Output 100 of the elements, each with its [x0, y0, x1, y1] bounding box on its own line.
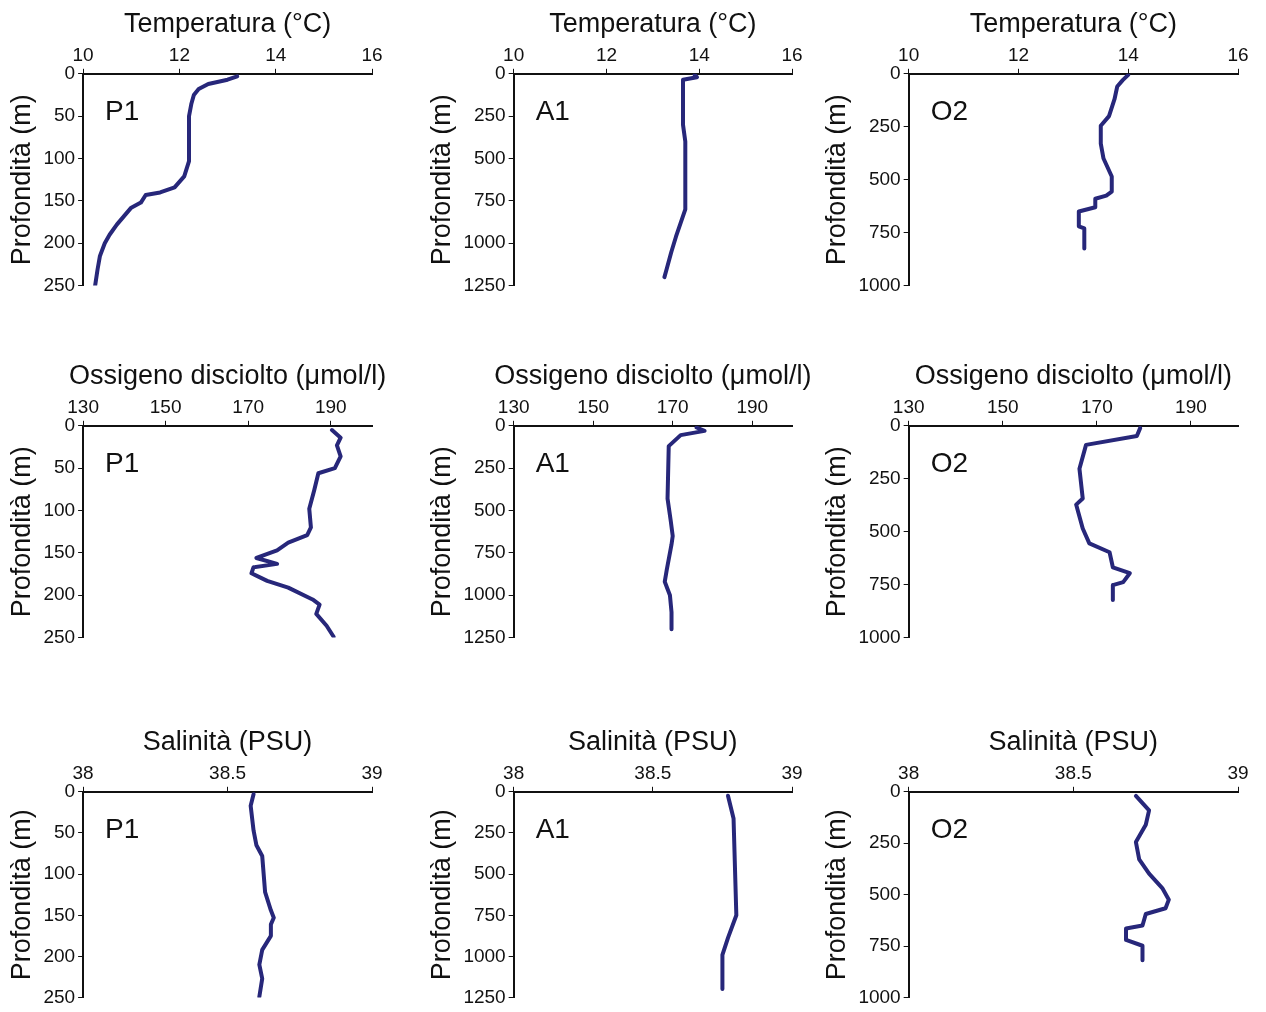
y-tick-label: 100 [43, 498, 76, 520]
y-axis-title: Profondità (m) [820, 446, 851, 618]
y-tick-label: 250 [43, 273, 76, 295]
annotation: O2 [930, 94, 969, 126]
y-tick-label: 250 [868, 831, 901, 853]
y-tick-label: 1000 [463, 944, 506, 966]
annotation: A1 [535, 446, 570, 478]
y-tick-label: 150 [43, 189, 76, 211]
y-tick-label: 250 [868, 466, 901, 488]
y-tick-label: 750 [868, 220, 901, 242]
y-tick-label: 750 [473, 541, 506, 563]
y-tick-label: 150 [43, 903, 76, 925]
x-tick-label: 16 [1227, 43, 1249, 65]
x-tick-label: 150 [986, 395, 1019, 417]
x-tick-label: 150 [149, 395, 182, 417]
chart-title: Salinità (PSU) [988, 726, 1159, 757]
x-tick-label: 38 [898, 761, 920, 783]
y-tick-label: 1000 [463, 583, 506, 605]
y-tick-label: 750 [868, 572, 901, 594]
y-axis-title: Profondità (m) [820, 809, 851, 981]
chart-title: Temperatura (°C) [123, 8, 332, 39]
x-tick-label: 190 [736, 395, 769, 417]
y-tick-label: 250 [473, 104, 506, 126]
x-tick-label: 130 [497, 395, 530, 417]
x-tick-label: 38 [72, 761, 94, 783]
y-tick-label: 1000 [463, 231, 506, 253]
y-tick-label: 500 [473, 498, 506, 520]
chart-title: Ossigeno disciolto (μmol/l) [68, 360, 387, 391]
y-axis-title: Profondità (m) [5, 809, 36, 981]
x-tick-label: 16 [781, 43, 803, 65]
x-tick-label: 16 [361, 43, 383, 65]
annotation: A1 [535, 94, 570, 126]
y-axis-title: Profondità (m) [425, 809, 456, 981]
x-tick-label: 12 [595, 43, 618, 65]
y-tick-label: 250 [473, 456, 506, 478]
x-tick-label: 14 [1117, 43, 1140, 65]
y-tick-label: 500 [473, 862, 506, 884]
x-tick-label: 170 [1081, 395, 1113, 417]
y-tick-label: 1250 [463, 625, 506, 647]
y-tick-label: 50 [53, 821, 76, 843]
x-tick-label: 14 [688, 43, 711, 65]
x-tick-label: 170 [656, 395, 689, 417]
annotation: A1 [535, 812, 570, 844]
x-tick-label: 12 [1007, 43, 1030, 65]
y-tick-label: 750 [868, 934, 901, 956]
y-tick-label: 0 [495, 414, 506, 436]
y-tick-label: 0 [890, 780, 901, 802]
x-tick-label: 39 [1227, 761, 1249, 783]
y-axis-title: Profondità (m) [425, 446, 456, 618]
y-tick-label: 100 [43, 862, 76, 884]
chart-title: Ossigeno disciolto (μmol/l) [914, 360, 1232, 391]
y-tick-label: 250 [868, 114, 901, 136]
y-tick-label: 750 [473, 903, 506, 925]
y-tick-label: 200 [43, 944, 76, 966]
y-tick-label: 200 [43, 583, 76, 605]
x-tick-label: 190 [1175, 395, 1207, 417]
y-tick-label: 0 [64, 414, 76, 436]
chart-title: Temperatura (°C) [969, 8, 1178, 39]
y-tick-label: 100 [43, 146, 76, 168]
y-tick-label: 150 [43, 541, 76, 563]
y-tick-label: 0 [890, 414, 901, 436]
y-tick-label: 0 [495, 780, 506, 802]
x-tick-label: 150 [577, 395, 610, 417]
y-tick-label: 250 [43, 985, 76, 1007]
y-tick-label: 1250 [463, 985, 506, 1007]
y-tick-label: 1250 [463, 273, 506, 295]
x-tick-label: 10 [898, 43, 920, 65]
y-tick-label: 0 [890, 62, 901, 84]
y-axis-title: Profondità (m) [425, 94, 456, 266]
y-tick-label: 0 [64, 780, 76, 802]
annotation: O2 [930, 446, 969, 478]
x-tick-label: 130 [892, 395, 925, 417]
x-tick-label: 170 [232, 395, 265, 417]
y-tick-label: 500 [868, 882, 901, 904]
chart-title: Ossigeno disciolto (μmol/l) [494, 360, 812, 391]
x-tick-label: 39 [781, 761, 803, 783]
y-tick-label: 0 [495, 62, 506, 84]
y-tick-label: 750 [473, 189, 506, 211]
y-tick-label: 50 [53, 104, 76, 126]
x-tick-label: 130 [67, 395, 99, 417]
x-tick-label: 38 [503, 761, 525, 783]
y-tick-label: 250 [43, 625, 76, 647]
annotation: P1 [105, 94, 140, 126]
annotation: P1 [105, 812, 140, 844]
chart-title: Salinità (PSU) [568, 726, 738, 757]
y-axis-title: Profondità (m) [5, 446, 36, 618]
x-tick-label: 14 [265, 43, 287, 65]
y-tick-label: 500 [473, 146, 506, 168]
y-tick-label: 1000 [858, 273, 901, 295]
x-tick-label: 38.5 [1054, 761, 1092, 783]
x-tick-label: 10 [503, 43, 525, 65]
y-tick-label: 0 [64, 62, 76, 84]
x-tick-label: 38.5 [209, 761, 247, 783]
y-tick-label: 200 [43, 231, 76, 253]
x-tick-label: 38.5 [634, 761, 672, 783]
chart-title: Salinità (PSU) [142, 726, 313, 757]
x-tick-label: 10 [72, 43, 94, 65]
y-tick-label: 1000 [858, 625, 901, 647]
x-tick-label: 190 [314, 395, 347, 417]
chart-title: Temperatura (°C) [549, 8, 757, 39]
